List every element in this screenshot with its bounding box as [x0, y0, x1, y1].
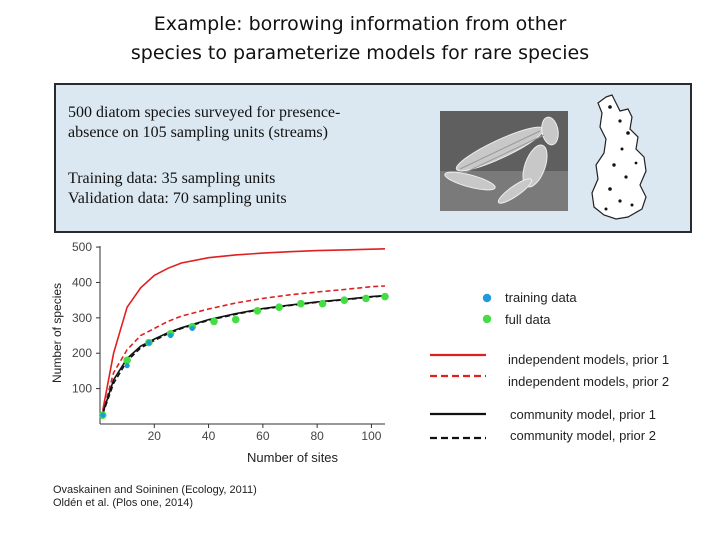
title-line-1: Example: borrowing information from othe…: [153, 13, 567, 35]
full-data-point: [340, 296, 349, 304]
x-tick-label: 20: [148, 429, 162, 443]
info-box: 500 diatom species surveyed for presence…: [54, 83, 692, 233]
training-data-point: [146, 340, 152, 346]
legend-com2-label: community model, prior 2: [510, 428, 656, 443]
full-data-point: [210, 317, 218, 326]
y-tick-label: 100: [72, 382, 92, 396]
legend-full-label: full data: [505, 312, 551, 327]
x-axis-label: Number of sites: [247, 450, 339, 465]
legend-ind2-label: independent models, prior 2: [508, 374, 670, 389]
x-tick-label: 60: [256, 429, 270, 443]
training-data-point: [189, 325, 195, 332]
series-line-1: [101, 248, 386, 411]
reference-2: Oldén et al. (Plos one, 2014): [53, 497, 194, 509]
y-tick-label: 200: [72, 346, 92, 360]
full-data-point: [253, 306, 262, 315]
full-data-point: [318, 299, 327, 308]
series-line-3: [101, 294, 386, 414]
training-data-point: [100, 412, 106, 418]
full-data-point: [381, 292, 389, 301]
legend-com1-label: community model, prior 1: [510, 407, 656, 422]
legend-full-marker: [482, 314, 492, 324]
legend-training-label: training data: [505, 290, 577, 305]
full-data-point: [297, 299, 305, 308]
training-data-point: [167, 332, 174, 339]
title-line-2: species to parameterize models for rare …: [130, 42, 590, 64]
info-line-1: 500 diatom species surveyed for presence…: [68, 104, 341, 121]
reference-1: Ovaskainen and Soininen (Ecology, 2011): [53, 484, 257, 496]
legend-training-marker: [482, 293, 492, 303]
info-line-3: Training data: 35 sampling units: [68, 170, 276, 187]
x-tick-label: 80: [310, 429, 324, 443]
full-data-point: [275, 303, 283, 312]
full-data-point: [123, 356, 131, 365]
series-line-2: [101, 285, 386, 414]
finland-map-image: [591, 94, 647, 220]
references: Ovaskainen and Soininen (Ecology, 2011) …: [53, 484, 257, 510]
diatom-micrograph-image: [440, 111, 568, 211]
series-line-4: [101, 295, 386, 415]
y-tick-label: 500: [72, 240, 92, 254]
full-data-point: [362, 294, 370, 303]
y-axis-label: Number of species: [50, 282, 64, 383]
x-tick-label: 100: [361, 429, 381, 443]
info-line-4: Validation data: 70 sampling units: [68, 190, 287, 207]
x-tick-label: 40: [202, 429, 216, 443]
full-data-point: [231, 315, 240, 324]
y-tick-label: 300: [72, 311, 92, 325]
slide-title: Example: borrowing information from othe…: [0, 10, 720, 68]
y-tick-label: 400: [72, 275, 92, 289]
legend-ind1-label: independent models, prior 1: [508, 352, 670, 367]
training-data-point: [124, 363, 130, 369]
info-line-2: absence on 105 sampling units (streams): [68, 124, 328, 141]
